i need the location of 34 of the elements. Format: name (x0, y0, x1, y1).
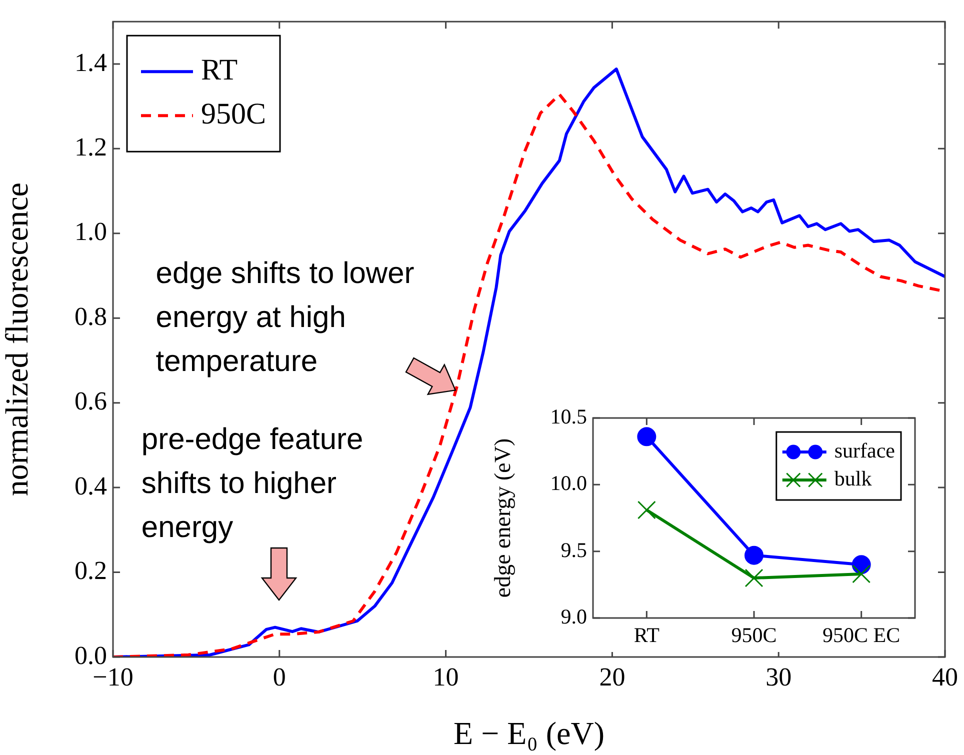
y-tick-label: 9.0 (560, 604, 587, 629)
y-tick-label: 1.4 (74, 48, 107, 77)
x-tick-label: 10 (432, 662, 459, 692)
y-tick-label: 10.5 (550, 404, 587, 429)
x-tick-label: RT (634, 623, 660, 648)
x-tick-label: 40 (932, 662, 958, 692)
y-tick-label: 0.8 (74, 302, 107, 331)
y-tick-label: 9.5 (560, 538, 587, 562)
x-axis-title: E − E₀ (eV) (454, 715, 604, 752)
x-tick-label: 950C EC (822, 623, 900, 648)
y-tick-label: 10.0 (550, 471, 587, 496)
x-tick-label: 950C (731, 623, 777, 648)
point (744, 568, 764, 588)
x-tick-label: 0 (272, 662, 286, 692)
y-tick-label: 0.6 (74, 386, 107, 416)
point (744, 546, 764, 565)
point (637, 427, 656, 446)
point (637, 500, 656, 520)
y-tick-label: 0.4 (74, 471, 107, 500)
annotation: edge shifts to lower energy at high temperature (156, 256, 416, 380)
legend-label: RT (201, 53, 238, 86)
point (852, 564, 871, 584)
y-tick-label: 0.2 (74, 556, 107, 586)
annotation: pre-edge feature shifts to higher energy (141, 422, 364, 546)
y-axis-title: normalized fluorescence (0, 182, 35, 496)
y-axis-title: edge energy (eV) (490, 438, 515, 598)
legend-label: 950C (201, 97, 266, 130)
y-tick-label: 0.0 (74, 640, 107, 670)
legend-label: bulk (834, 466, 872, 491)
x-tick-label: 20 (599, 662, 626, 692)
x-tick-label: 30 (766, 662, 792, 692)
legend-label: surface (834, 438, 896, 463)
y-tick-label: 1.2 (74, 132, 107, 162)
y-tick-label: 1.0 (74, 217, 107, 246)
